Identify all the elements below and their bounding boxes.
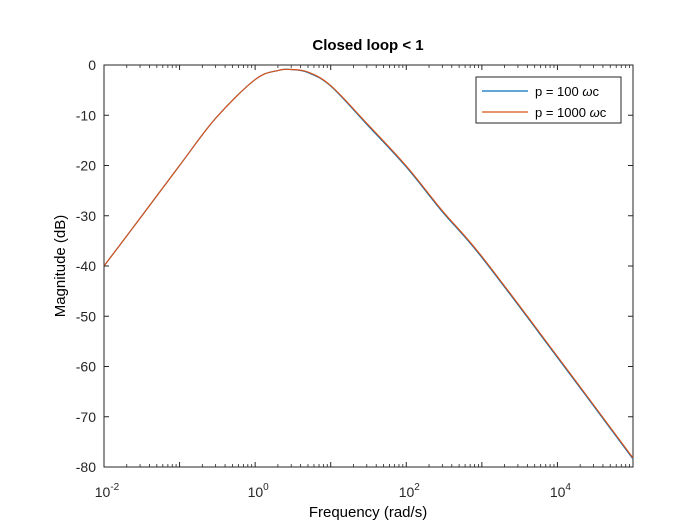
y-tick-label: -70 <box>76 409 96 425</box>
x-tick-labels: 10-2 100 102 104 <box>95 482 572 500</box>
x-tick-label: 102 <box>399 482 421 500</box>
y-axis-label: Magnitude (dB) <box>52 215 69 318</box>
y-tick-label: -40 <box>76 258 96 274</box>
y-tick-label: 0 <box>88 57 96 73</box>
series-lines <box>103 68 634 460</box>
axes-box <box>103 64 634 468</box>
axis-ticks <box>103 64 634 468</box>
legend-label-2: p = 1000 ωc <box>535 105 607 120</box>
legend: p = 100 ωc p = 1000 ωc <box>475 76 622 124</box>
legend-box <box>475 76 622 124</box>
y-tick-label: -60 <box>76 359 96 375</box>
x-tick-label: 104 <box>550 482 572 500</box>
chart-title: Closed loop < 1 <box>312 37 423 54</box>
y-tick-labels: 0 -10 -20 -30 -40 -50 -60 -70 -80 <box>76 57 96 475</box>
x-axis-label: Frequency (rad/s) <box>309 504 427 521</box>
legend-label-1: p = 100 ωc <box>535 84 599 99</box>
x-tick-label: 10-2 <box>95 482 120 500</box>
y-tick-label: -50 <box>76 308 96 324</box>
series-line-2 <box>103 68 634 459</box>
y-tick-label: -30 <box>76 208 96 224</box>
y-tick-label: -10 <box>76 107 96 123</box>
x-tick-label: 100 <box>248 482 270 500</box>
plot-area <box>103 64 634 468</box>
y-tick-label: -80 <box>76 459 96 475</box>
y-tick-label: -20 <box>76 158 96 174</box>
